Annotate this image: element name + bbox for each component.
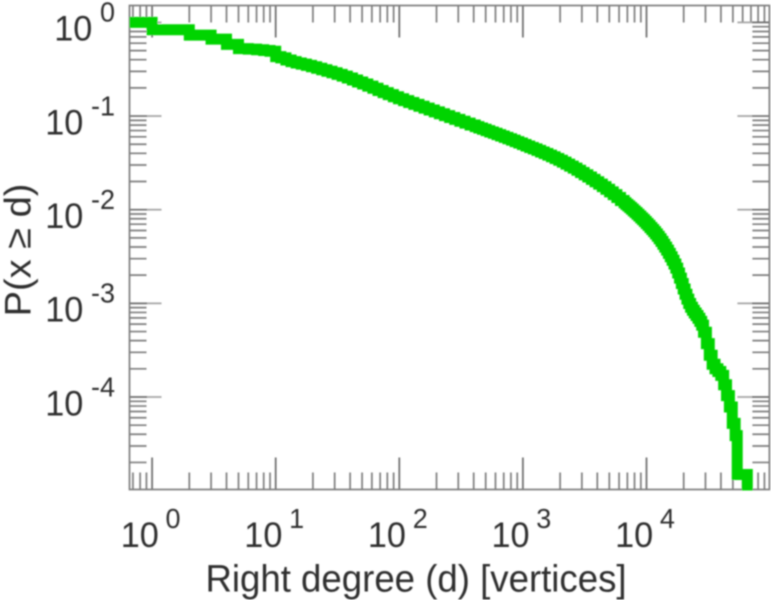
svg-text:100: 10 0	[54, 0, 115, 49]
svg-text:Right degree (d) [vertices]: Right degree (d) [vertices]	[205, 557, 626, 600]
svg-text:P(x ≥ d): P(x ≥ d)	[0, 184, 38, 317]
